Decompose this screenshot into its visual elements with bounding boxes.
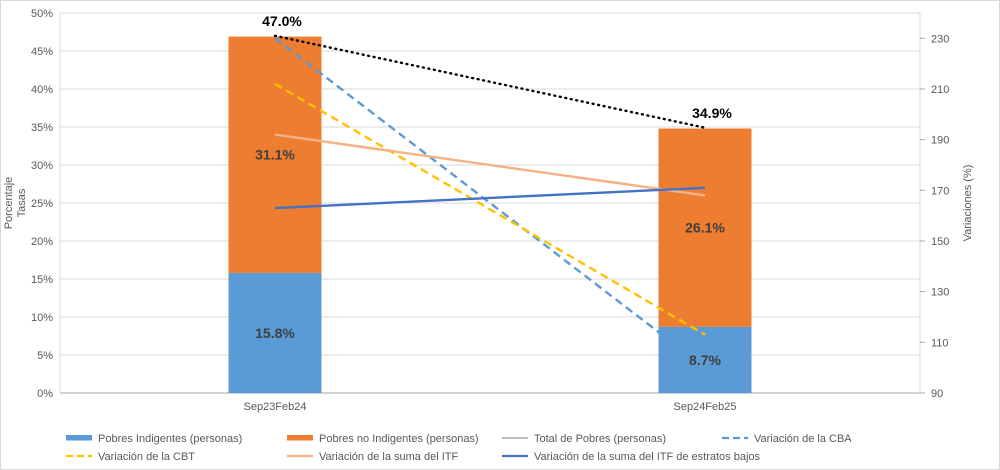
- right-axis-tick-label: 130: [931, 287, 949, 299]
- legend-swatch-bar: [287, 435, 313, 441]
- right-axis-tick-label: 190: [931, 135, 949, 147]
- legend-swatch-bar: [66, 435, 92, 441]
- left-axis-tick-label: 25%: [31, 198, 53, 210]
- bar-segment-label: 31.1%: [255, 147, 295, 163]
- left-axis-tick-label: 10%: [31, 312, 53, 324]
- left-axis-title: PorcentajeTasas: [3, 177, 28, 230]
- right-axis-tick-label: 230: [931, 33, 949, 45]
- line-series: [274, 133, 706, 197]
- total-data-label: 34.9%: [692, 105, 732, 121]
- right-axis-tick-label: 110: [931, 337, 949, 349]
- bar-segment: [658, 326, 752, 393]
- bar-segment-label: 15.8%: [255, 325, 295, 341]
- bar-segment: [228, 272, 322, 393]
- left-axis-tick-label: 30%: [31, 160, 53, 172]
- legend-label: Pobres Indigentes (personas): [98, 433, 242, 445]
- legend-label: Variación de la CBA: [754, 433, 852, 445]
- legend-label: Variación de la suma del ITF de estratos…: [534, 451, 761, 463]
- x-axis-category-label: Sep23Feb24: [244, 401, 307, 413]
- left-axis-tick-label: 50%: [31, 8, 53, 20]
- left-axis-tick-label: 0%: [37, 388, 53, 400]
- right-axis-tick-label: 170: [931, 185, 949, 197]
- legend-item: Total de Pobres (personas): [502, 433, 666, 445]
- left-axis-tick-label: 40%: [31, 84, 53, 96]
- left-axis-tick-label: 20%: [31, 236, 53, 248]
- legend-item: Variación de la suma del ITF: [287, 451, 458, 463]
- line-series: [273, 34, 707, 129]
- legend-label: Pobres no Indigentes (personas): [319, 433, 479, 445]
- bar-segment-label: 26.1%: [685, 220, 725, 236]
- legend-label: Total de Pobres (personas): [534, 433, 666, 445]
- bar-segment-label: 8.7%: [689, 352, 721, 368]
- left-axis-tick-label: 35%: [31, 122, 53, 134]
- line-series: [274, 186, 706, 210]
- legend-item: Variación de la CBA: [722, 433, 852, 445]
- legend-item: Pobres Indigentes (personas): [66, 433, 242, 445]
- left-axis-tick-label: 45%: [31, 46, 53, 58]
- right-axis-tick-label: 210: [931, 84, 949, 96]
- left-axis-tick-label: 5%: [37, 350, 53, 362]
- bar-segment: [228, 36, 322, 273]
- left-axis-tick-label: 15%: [31, 274, 53, 286]
- legend-label: Variación de la suma del ITF: [319, 451, 458, 463]
- right-axis-tick-label: 90: [931, 388, 943, 400]
- x-axis-category-label: Sep24Feb25: [674, 401, 737, 413]
- legend-item: Variación de la CBT: [66, 451, 195, 463]
- line-series: [274, 82, 706, 336]
- legend-item: Variación de la suma del ITF de estratos…: [502, 451, 761, 463]
- bar-segment: [658, 128, 752, 327]
- total-data-label: 47.0%: [262, 13, 302, 29]
- right-axis-title: Variaciones (%): [962, 165, 974, 242]
- right-axis-tick-label: 150: [931, 236, 949, 248]
- legend-label: Variación de la CBT: [98, 451, 195, 463]
- legend-item: Pobres no Indigentes (personas): [287, 433, 479, 445]
